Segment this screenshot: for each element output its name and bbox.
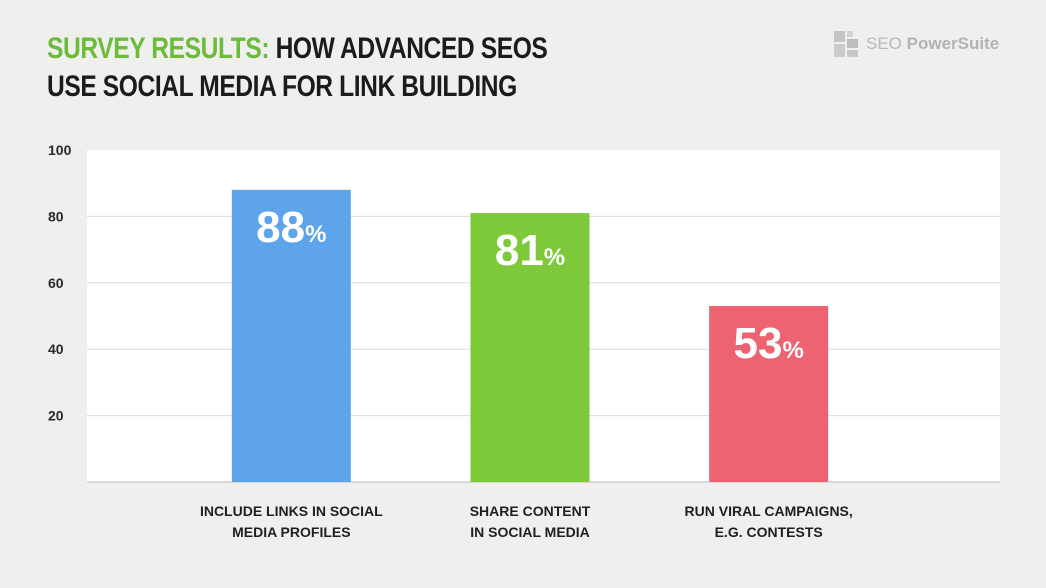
brand-name: SEO PowerSuite (866, 34, 999, 54)
title-line-1: SURVEY RESULTS: HOW ADVANCED SEOS (47, 30, 548, 68)
x-category-label: SHARE CONTENT (470, 503, 591, 519)
data-label-value: 53 (734, 319, 783, 368)
data-label-unit: % (544, 244, 565, 271)
seo-powersuite-logo-icon (834, 31, 858, 57)
x-category-label: MEDIA PROFILES (232, 524, 351, 540)
x-category-label: RUN VIRAL CAMPAIGNS, (685, 503, 853, 519)
title-rest: HOW ADVANCED SEOS (269, 32, 548, 65)
y-tick-label: 60 (48, 275, 64, 291)
x-category-label: IN SOCIAL MEDIA (470, 524, 590, 540)
bar (231, 189, 351, 482)
data-label-unit: % (782, 337, 803, 364)
data-label-unit: % (305, 221, 326, 248)
bar (470, 213, 590, 482)
y-tick-label: 40 (48, 341, 64, 357)
title-highlight: SURVEY RESULTS: (47, 32, 270, 65)
data-label-value: 81 (495, 226, 544, 275)
x-category-label: E.G. CONTESTS (715, 524, 823, 540)
y-tick-label: 80 (48, 208, 64, 224)
data-label: 81% (495, 226, 565, 275)
page-title: SURVEY RESULTS: HOW ADVANCED SEOS USE SO… (47, 30, 548, 106)
bar (709, 306, 829, 482)
title-line-2: USE SOCIAL MEDIA FOR LINK BUILDING (47, 70, 517, 103)
data-label-value: 88 (256, 203, 305, 252)
y-tick-label: 20 (48, 408, 64, 424)
data-label: 88% (256, 203, 326, 252)
x-category-label: INCLUDE LINKS IN SOCIAL (200, 503, 383, 519)
brand-name-bold: PowerSuite (906, 34, 1000, 53)
brand-logo: SEO PowerSuite (834, 31, 999, 57)
brand-name-light: SEO (866, 34, 907, 53)
data-label: 53% (734, 319, 804, 368)
y-tick-label: 100 (48, 142, 72, 158)
